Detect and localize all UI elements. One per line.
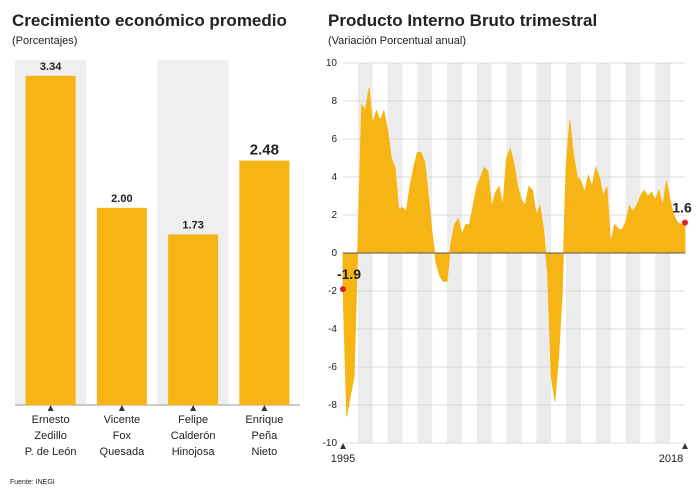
tick-arrow xyxy=(261,405,268,411)
y-tick-label: -6 xyxy=(328,362,337,373)
x-tick-label: Fox xyxy=(113,430,132,442)
x-tick-label: 1995 xyxy=(331,453,355,465)
chart-subtitle: (Porcentajes) xyxy=(12,35,77,47)
y-tick-label: 2 xyxy=(331,210,337,221)
tick-arrow xyxy=(118,405,125,411)
value-label: 2.00 xyxy=(111,193,132,205)
value-label: 1.73 xyxy=(182,219,203,231)
tick-arrow xyxy=(190,405,197,411)
x-tick-label: Calderón xyxy=(171,430,216,442)
chart-subtitle: (Variación Porcentual anual) xyxy=(328,35,466,47)
point-marker xyxy=(682,219,688,226)
x-tick-label: Enrique xyxy=(245,414,283,426)
y-tick-label: -10 xyxy=(323,438,338,449)
y-tick-label: 0 xyxy=(331,248,337,259)
x-tick-label: Zedillo xyxy=(34,430,66,442)
bar xyxy=(168,234,219,405)
x-tick-label: Ernesto xyxy=(32,414,70,426)
x-tick-label: Hinojosa xyxy=(172,446,216,458)
bar xyxy=(239,160,290,405)
x-tick-label: Quesada xyxy=(100,446,146,458)
x-tick-label: Nieto xyxy=(252,446,278,458)
tick-arrow xyxy=(682,443,688,449)
x-tick-label: Peña xyxy=(252,430,279,442)
value-label: 3.34 xyxy=(40,61,62,73)
chart-title: Crecimiento económico promedio xyxy=(12,11,287,30)
source: Fuente: INEGI xyxy=(10,479,55,486)
area xyxy=(342,87,686,417)
value-label: 1.6 xyxy=(672,200,692,216)
y-tick-label: 10 xyxy=(326,58,338,69)
y-tick-label: 8 xyxy=(331,96,337,107)
y-tick-label: 4 xyxy=(331,172,337,183)
value-label: 2.48 xyxy=(250,142,279,159)
bar xyxy=(25,75,76,406)
x-tick-label: Vicente xyxy=(104,414,141,426)
y-tick-label: 6 xyxy=(331,134,337,145)
value-label: -1.9 xyxy=(337,266,361,282)
chart-title: Producto Interno Bruto trimestral xyxy=(328,11,597,30)
x-tick-label: Felipe xyxy=(178,414,208,426)
tick-arrow xyxy=(340,443,346,449)
y-tick-label: -8 xyxy=(328,400,337,411)
x-tick-label: P. de León xyxy=(25,446,77,458)
tick-arrow xyxy=(47,405,54,411)
point-marker xyxy=(340,286,346,293)
y-tick-label: -4 xyxy=(328,324,337,335)
bar xyxy=(96,207,147,405)
y-tick-label: -2 xyxy=(328,286,337,297)
x-tick-label: 2018 xyxy=(659,453,683,465)
